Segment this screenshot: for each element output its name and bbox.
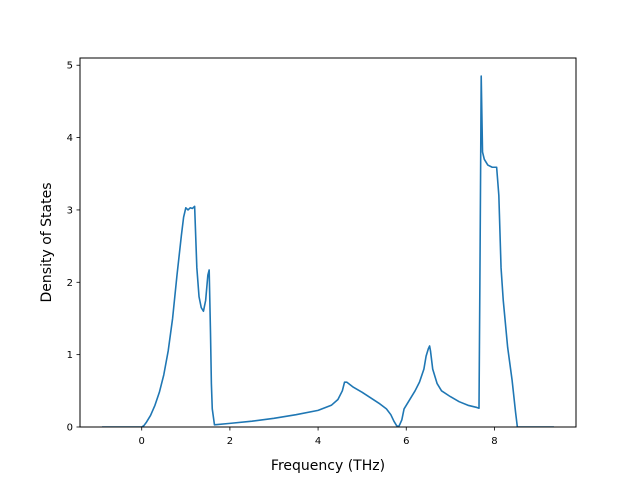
x-tick-label: 4 [315, 436, 321, 447]
axes-background [80, 58, 576, 427]
y-tick-label: 1 [67, 350, 73, 361]
plot-area: 0 2 4 6 8 0 1 2 3 4 5 [67, 57, 577, 447]
y-tick-label: 4 [67, 133, 73, 144]
series-line-0 [102, 75, 554, 427]
y-tick-label: 5 [67, 61, 73, 72]
x-tick-label: 8 [491, 436, 497, 447]
axes-frame [79, 57, 577, 428]
x-tick-label: 2 [227, 436, 233, 447]
y-tick-label: 2 [67, 278, 73, 289]
x-axis-label: Frequency (THz) [271, 458, 385, 474]
y-tick-label: 0 [67, 423, 73, 434]
x-tick-label: 6 [403, 436, 409, 447]
y-axis-label: Density of States [39, 183, 55, 303]
x-axis-ticks: 0 2 4 6 8 [139, 427, 498, 447]
y-tick-label: 3 [67, 205, 73, 216]
y-axis-ticks: 0 1 2 3 4 5 [67, 61, 80, 434]
x-tick-label: 0 [139, 436, 145, 447]
series-layer [102, 75, 554, 427]
